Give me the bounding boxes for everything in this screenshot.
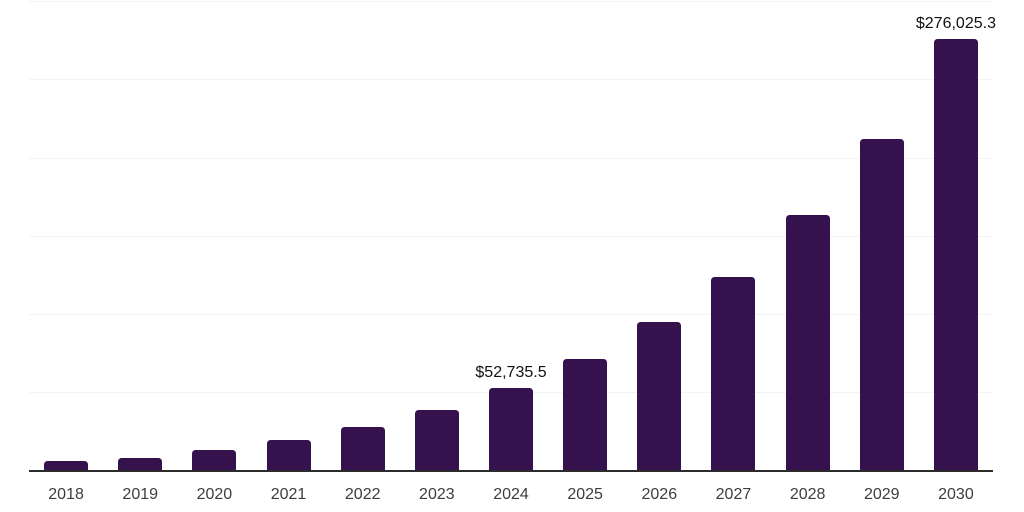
x-axis-label-2024: 2024 <box>493 485 529 503</box>
x-axis-label-2027: 2027 <box>715 485 752 503</box>
x-axis-label-2029: 2029 <box>863 485 900 503</box>
bar-2025 <box>563 358 608 471</box>
bar-2019 <box>118 457 163 471</box>
bar-2028 <box>785 214 830 471</box>
x-axis-label-2018: 2018 <box>48 485 84 503</box>
bar-2027 <box>711 276 756 471</box>
bar-2021 <box>266 440 311 471</box>
x-axis-label-2030: 2030 <box>938 485 974 503</box>
bar-2024 <box>489 387 533 471</box>
x-axis-label-2019: 2019 <box>122 485 159 503</box>
x-axis-label-2025: 2025 <box>567 485 603 503</box>
bar-2029 <box>859 138 904 471</box>
x-axis-label-2026: 2026 <box>641 485 678 503</box>
bar-2022 <box>340 426 385 471</box>
x-axis-label-2021: 2021 <box>270 485 307 503</box>
bar-value-label-2024: $52,735.5 <box>475 363 547 381</box>
bar-2020 <box>192 450 237 471</box>
bar-2023 <box>414 409 459 471</box>
bar-value-label-2030: $276,025.3 <box>915 14 996 32</box>
x-axis-label-2023: 2023 <box>419 485 455 503</box>
gridline-100000 <box>29 314 993 315</box>
gridline-150000 <box>29 235 993 237</box>
x-axis-label-2020: 2020 <box>196 485 233 503</box>
bar-2018 <box>44 461 89 471</box>
bar-2030 <box>933 38 978 471</box>
gridline-250000 <box>29 79 993 81</box>
gridline-200000 <box>29 157 993 159</box>
plot-area: 2018 2019 2020 2021 2022 2023 $52,735.5 2024 202… <box>29 1 996 503</box>
x-axis-label-2028: 2028 <box>789 485 826 503</box>
x-axis-label-2022: 2022 <box>344 485 381 503</box>
x-axis-line <box>29 470 993 472</box>
bar-2026 <box>637 321 682 471</box>
gridline-300000 <box>29 1 993 2</box>
